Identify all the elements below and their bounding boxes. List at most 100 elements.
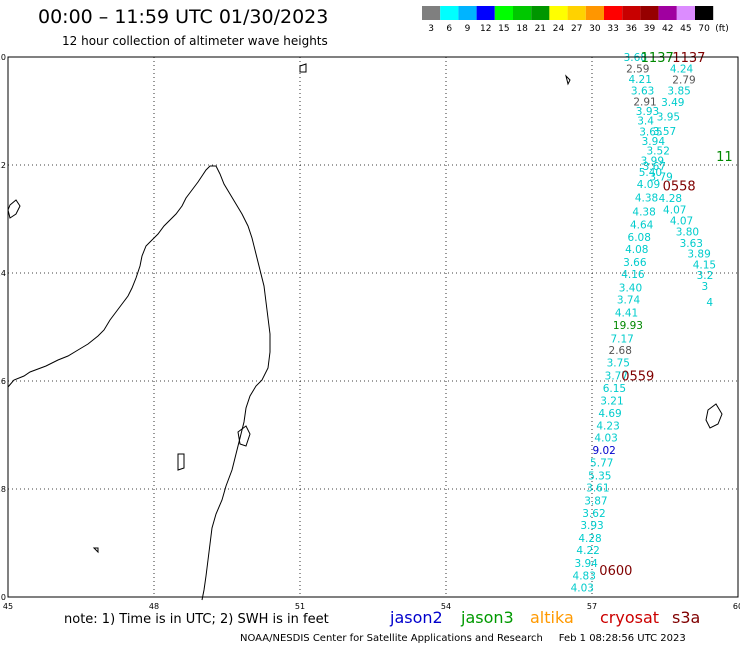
wave-height-label: 4.64 [630, 219, 654, 231]
colorbar-tick-label: 9 [465, 24, 471, 34]
colorbar-swatch-39 [640, 6, 659, 20]
wave-height-label: 4.38 [632, 206, 655, 218]
wave-height-label: 3.67 [643, 161, 666, 173]
colorbar-tick-label: 42 [662, 24, 673, 34]
wave-height-label: 3.68 [624, 52, 647, 64]
small-island-southwest [92, 547, 99, 554]
wave-height-label: 3.79 [649, 171, 672, 183]
coastal-island-2 [237, 425, 251, 447]
wave-height-label: 3.80 [676, 226, 699, 238]
coastal-island-1 [7, 199, 21, 219]
satellite-legend-jason3: jason3 [461, 608, 514, 627]
map-title: 00:00 – 11:59 UTC 01/30/2023 [38, 6, 329, 28]
wave-height-label: 3.89 [687, 249, 710, 261]
wave-height-label: 4.07 [663, 204, 686, 216]
lat-tick-label: -16 [0, 377, 6, 386]
wave-height-label: 4.21 [629, 74, 652, 86]
wave-height-label: 4.69 [598, 408, 621, 420]
wave-height-label: 3.95 [657, 111, 680, 123]
wave-height-label: 5.35 [588, 471, 611, 483]
colorbar-swatch-6 [440, 6, 459, 20]
wave-height-label: 2.59 [626, 63, 649, 75]
colorbar-tick-label: 6 [446, 24, 452, 34]
wave-height-label: 4.03 [571, 582, 594, 594]
wave-height-label: 3.63 [680, 238, 703, 250]
colorbar-swatch-3 [422, 6, 441, 20]
wave-height-label: 3.61 [586, 482, 609, 494]
satellite-legend-altika: altika [530, 608, 574, 627]
wave-height-label: 6.15 [603, 383, 626, 395]
wave-height-label: 3.4 [637, 116, 654, 128]
pass-time-label: 11 [716, 150, 733, 165]
wave-height-labels: 3.682.594.213.632.913.933.43.653.943.995… [571, 51, 733, 594]
wave-height-label: 3.75 [607, 358, 630, 370]
lon-tick-label: 57 [587, 602, 597, 611]
colorbar-tick-label: 27 [571, 24, 582, 34]
wave-height-label: 4.08 [625, 244, 648, 256]
wave-height-label: 3 [702, 281, 709, 293]
lat-tick-label: -14 [0, 269, 6, 278]
pass-time-label: 0559 [621, 370, 654, 385]
wave-height-label: 4.83 [573, 570, 596, 582]
map-frame [7, 56, 739, 598]
colorbar-tick-label: 39 [644, 24, 656, 34]
colorbar-tick-label: 12 [480, 24, 491, 34]
wave-height-label: 3.66 [623, 257, 647, 269]
satellite-legend-s3a: s3a [672, 608, 701, 627]
coastal-island-4 [299, 63, 307, 73]
wave-height-label: 3.49 [661, 97, 684, 109]
colorbar-swatch-36 [622, 6, 641, 20]
wave-height-label: 4.24 [670, 63, 694, 75]
wave-height-label: 3.94 [642, 136, 666, 148]
wave-height-label: 3.94 [574, 558, 598, 570]
wave-height-label: 4.03 [594, 433, 617, 445]
wave-height-label: 4.38 [635, 192, 658, 204]
colorbar-swatch-21 [531, 6, 550, 20]
wave-height-label: 4.22 [576, 545, 599, 557]
wave-height-label: 3.93 [580, 520, 603, 532]
lon-tick-label: 48 [149, 602, 159, 611]
wave-height-label: 3.63 [631, 85, 654, 97]
colorbar-swatch-18 [513, 6, 532, 20]
colorbar-swatch-70 [695, 6, 714, 20]
wave-height-label: 5.77 [590, 458, 613, 470]
lat-tick-label: -18 [0, 485, 6, 494]
colorbar-tick-label: 33 [607, 24, 618, 34]
lon-tick-label: 51 [295, 602, 305, 611]
colorbar-swatch-33 [604, 6, 623, 20]
wave-height-label: 3.65 [639, 127, 662, 139]
wave-height-label: 2.91 [633, 96, 656, 108]
credit-text: NOAA/NESDIS Center for Satellite Applica… [240, 633, 543, 644]
wave-height-label: 4.23 [596, 420, 619, 432]
wave-height-label: 4.09 [637, 179, 660, 191]
colorbar-tick-label: 3 [428, 24, 434, 34]
small-island-east [565, 74, 571, 86]
colorbar-tick-label: 24 [553, 24, 565, 34]
color-scale-legend: 3 6 9 12 15 18 21 24 27 30 33 36 39 42 45 70 (ft) [422, 6, 729, 34]
wave-height-label: 4.07 [670, 216, 693, 228]
wave-height-label: 7.17 [610, 333, 633, 345]
coastline [7, 63, 723, 601]
wave-height-label: 2.68 [609, 345, 632, 357]
lon-tick-label: 54 [441, 602, 451, 611]
wave-height-label: 3.52 [647, 145, 670, 157]
wave-height-label: 3.57 [653, 126, 676, 138]
colorbar-tick-label: 15 [498, 24, 509, 34]
wave-height-label: 3.40 [619, 283, 642, 295]
wave-height-label: 3.99 [641, 156, 664, 168]
lat-tick-label: -20 [0, 593, 6, 602]
footer-timestamp: Feb 1 08:28:56 UTC 2023 [558, 633, 686, 644]
colorbar-swatch-45 [676, 6, 695, 20]
wave-height-label: 3.77 [605, 371, 628, 383]
colorbar-swatch-9 [458, 6, 477, 20]
wave-height-label: 3.85 [667, 85, 690, 97]
wave-height-label: 4.16 [621, 269, 645, 281]
footer-credit: NOAA/NESDIS Center for Satellite Applica… [240, 633, 686, 644]
wave-height-label: 3.93 [636, 106, 659, 118]
wave-height-label: 19.93 [613, 320, 643, 332]
pass-time-label: 1137 [672, 51, 705, 66]
colorbar-unit-label: (ft) [715, 24, 729, 34]
colorbar-swatch-30 [585, 6, 604, 20]
